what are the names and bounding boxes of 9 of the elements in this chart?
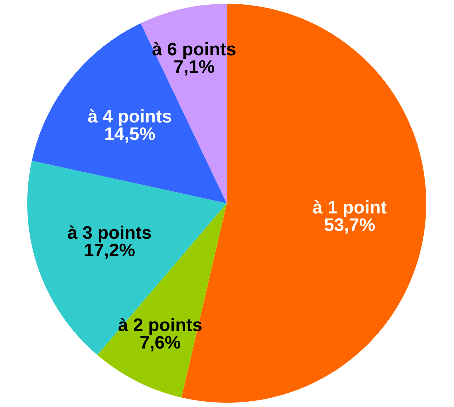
slice-label: à 3 points [68,226,152,243]
slice-label: à 1 point [313,200,387,218]
pie-slice [28,160,227,356]
slice-label: à 4 points [88,109,172,126]
data-label: 53,7% [324,218,376,234]
data-label: 7,6% [140,336,181,352]
data-label: 17,2% [85,244,135,260]
data-label: 14,5% [106,128,156,143]
data-label: 7,1% [174,60,214,76]
